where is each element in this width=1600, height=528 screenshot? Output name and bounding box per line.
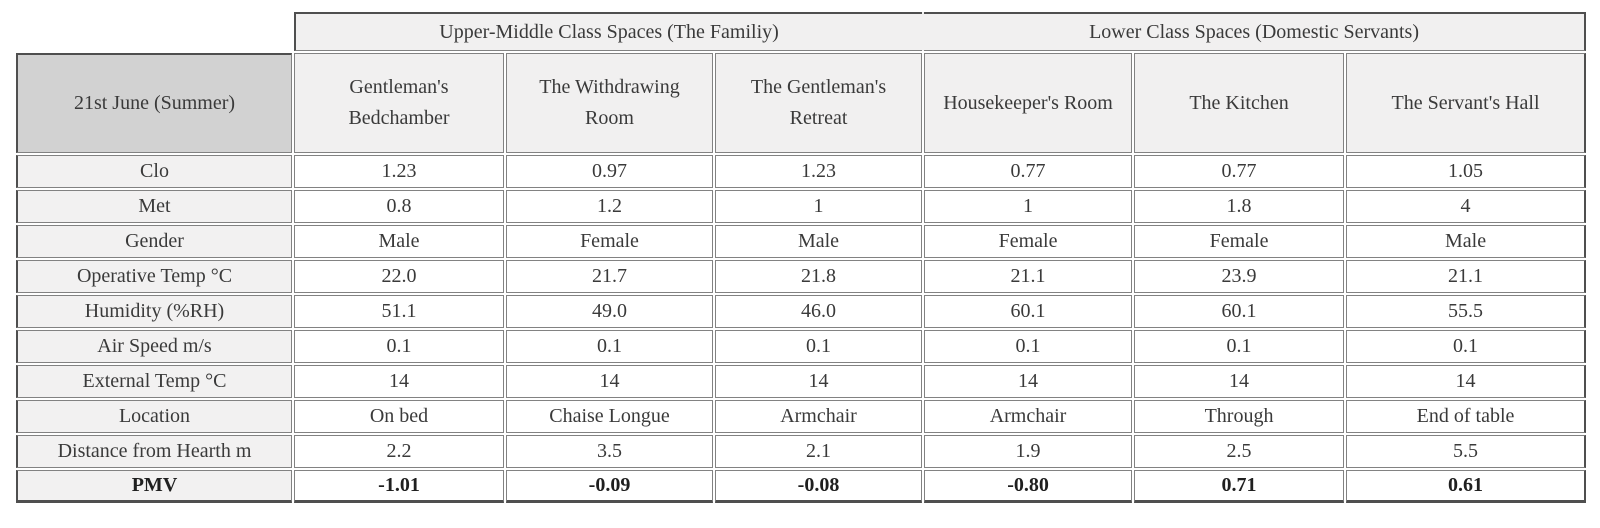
table-row-gender: Gender Male Female Male Female Female Male [16,225,1587,258]
cell-location-col2: Chaise Longue [506,400,713,433]
cell-location-col1: On bed [294,400,504,433]
cell-operative-temp-c-col1: 22.0 [294,260,504,293]
cell-pmv-col2: -0.09 [506,470,713,503]
cell-external-temp-c-col1: 14 [294,365,504,398]
cell-distance-from-hearth-m-col1: 2.2 [294,435,504,468]
column-header-the-gentleman-s-retreat: The Gentleman's Retreat [715,53,923,153]
row-label-operative-temp-c: Operative Temp °C [16,260,292,293]
group-header-upper-middle-class: Upper-Middle Class Spaces (The Familiy) [294,12,923,51]
cell-air-speed-m-s-col3: 0.1 [715,330,923,363]
cell-operative-temp-c-col2: 21.7 [506,260,713,293]
row-label-external-temp-c: External Temp °C [16,365,292,398]
cell-clo-col4: 0.77 [924,155,1133,188]
cell-humidity-rh-col4: 60.1 [924,295,1133,328]
table-row-air-speed-m-s: Air Speed m/s 0.1 0.1 0.1 0.1 0.1 0.1 [16,330,1587,363]
cell-air-speed-m-s-col6: 0.1 [1346,330,1587,363]
cell-external-temp-c-col6: 14 [1346,365,1587,398]
table-row-external-temp-c: External Temp °C 14 14 14 14 14 14 [16,365,1587,398]
table-row-location: Location On bed Chaise Longue Armchair Armch… [16,400,1587,433]
row-label-air-speed-m-s: Air Speed m/s [16,330,292,363]
cell-pmv-col5: 0.71 [1134,470,1345,503]
cell-gender-col2: Female [506,225,713,258]
cell-humidity-rh-col3: 46.0 [715,295,923,328]
table-row-operative-temp-c: Operative Temp °C 22.0 21.7 21.8 21.1 23.9 21.… [16,260,1587,293]
row-label-clo: Clo [16,155,292,188]
cell-operative-temp-c-col6: 21.1 [1346,260,1587,293]
cell-air-speed-m-s-col2: 0.1 [506,330,713,363]
cell-operative-temp-c-col5: 23.9 [1134,260,1345,293]
cell-humidity-rh-col1: 51.1 [294,295,504,328]
cell-met-col2: 1.2 [506,190,713,223]
table-row-humidity-rh: Humidity (%RH) 51.1 49.0 46.0 60.1 60.1 55.5 [16,295,1587,328]
group-header-row: Upper-Middle Class Spaces (The Familiy) … [16,12,1587,51]
table-row-distance-from-hearth-m: Distance from Hearth m 2.2 3.5 2.1 1.9 2.5 5.5 [16,435,1587,468]
table-row-clo: Clo 1.23 0.97 1.23 0.77 0.77 1.05 [16,155,1587,188]
cell-distance-from-hearth-m-col3: 2.1 [715,435,923,468]
table-body: Clo 1.23 0.97 1.23 0.77 0.77 1.05 Met 0.8 1.2 1 1 1.… [16,155,1587,503]
cell-location-col3: Armchair [715,400,923,433]
cell-location-col6: End of table [1346,400,1587,433]
column-header-row: 21st June (Summer) Gentleman's Bedchambe… [16,53,1587,153]
cell-air-speed-m-s-col4: 0.1 [924,330,1133,363]
cell-humidity-rh-col5: 60.1 [1134,295,1345,328]
row-label-humidity-rh: Humidity (%RH) [16,295,292,328]
cell-met-col5: 1.8 [1134,190,1345,223]
cell-gender-col5: Female [1134,225,1345,258]
cell-distance-from-hearth-m-col4: 1.9 [924,435,1133,468]
cell-external-temp-c-col4: 14 [924,365,1133,398]
column-header-the-servant-s-hall: The Servant's Hall [1346,53,1587,153]
cell-distance-from-hearth-m-col5: 2.5 [1134,435,1345,468]
column-header-the-kitchen: The Kitchen [1134,53,1345,153]
cell-distance-from-hearth-m-col2: 3.5 [506,435,713,468]
cell-clo-col2: 0.97 [506,155,713,188]
cell-clo-col5: 0.77 [1134,155,1345,188]
cell-clo-col6: 1.05 [1346,155,1587,188]
group-header-lower-class: Lower Class Spaces (Domestic Servants) [924,12,1587,51]
cell-air-speed-m-s-col1: 0.1 [294,330,504,363]
cell-external-temp-c-col2: 14 [506,365,713,398]
cell-location-col5: Through [1134,400,1345,433]
cell-humidity-rh-col2: 49.0 [506,295,713,328]
cell-met-col4: 1 [924,190,1133,223]
cell-pmv-col1: -1.01 [294,470,504,503]
row-label-pmv: PMV [16,470,292,503]
table-row-met: Met 0.8 1.2 1 1 1.8 4 [16,190,1587,223]
cell-external-temp-c-col3: 14 [715,365,923,398]
cell-operative-temp-c-col3: 21.8 [715,260,923,293]
cell-met-col1: 0.8 [294,190,504,223]
cell-clo-col1: 1.23 [294,155,504,188]
cell-operative-temp-c-col4: 21.1 [924,260,1133,293]
cell-distance-from-hearth-m-col6: 5.5 [1346,435,1587,468]
cell-pmv-col6: 0.61 [1346,470,1587,503]
cell-clo-col3: 1.23 [715,155,923,188]
cell-met-col3: 1 [715,190,923,223]
cell-met-col6: 4 [1346,190,1587,223]
column-header-gentleman-s-bedchamber: Gentleman's Bedchamber [294,53,504,153]
cell-gender-col1: Male [294,225,504,258]
cell-air-speed-m-s-col5: 0.1 [1134,330,1345,363]
thermal-comfort-table: Upper-Middle Class Spaces (The Familiy) … [14,10,1588,505]
column-header-housekeeper-s-room: Housekeeper's Room [924,53,1133,153]
row-label-gender: Gender [16,225,292,258]
corner-spacer [16,12,292,51]
cell-external-temp-c-col5: 14 [1134,365,1345,398]
cell-location-col4: Armchair [924,400,1133,433]
cell-pmv-col3: -0.08 [715,470,923,503]
corner-cell-date-season: 21st June (Summer) [16,53,292,153]
cell-gender-col3: Male [715,225,923,258]
column-header-the-withdrawing-room: The Withdrawing Room [506,53,713,153]
row-label-location: Location [16,400,292,433]
cell-gender-col4: Female [924,225,1133,258]
cell-pmv-col4: -0.80 [924,470,1133,503]
table-row-pmv: PMV -1.01 -0.09 -0.08 -0.80 0.71 0.61 [16,470,1587,503]
row-label-distance-from-hearth-m: Distance from Hearth m [16,435,292,468]
row-label-met: Met [16,190,292,223]
cell-humidity-rh-col6: 55.5 [1346,295,1587,328]
cell-gender-col6: Male [1346,225,1587,258]
